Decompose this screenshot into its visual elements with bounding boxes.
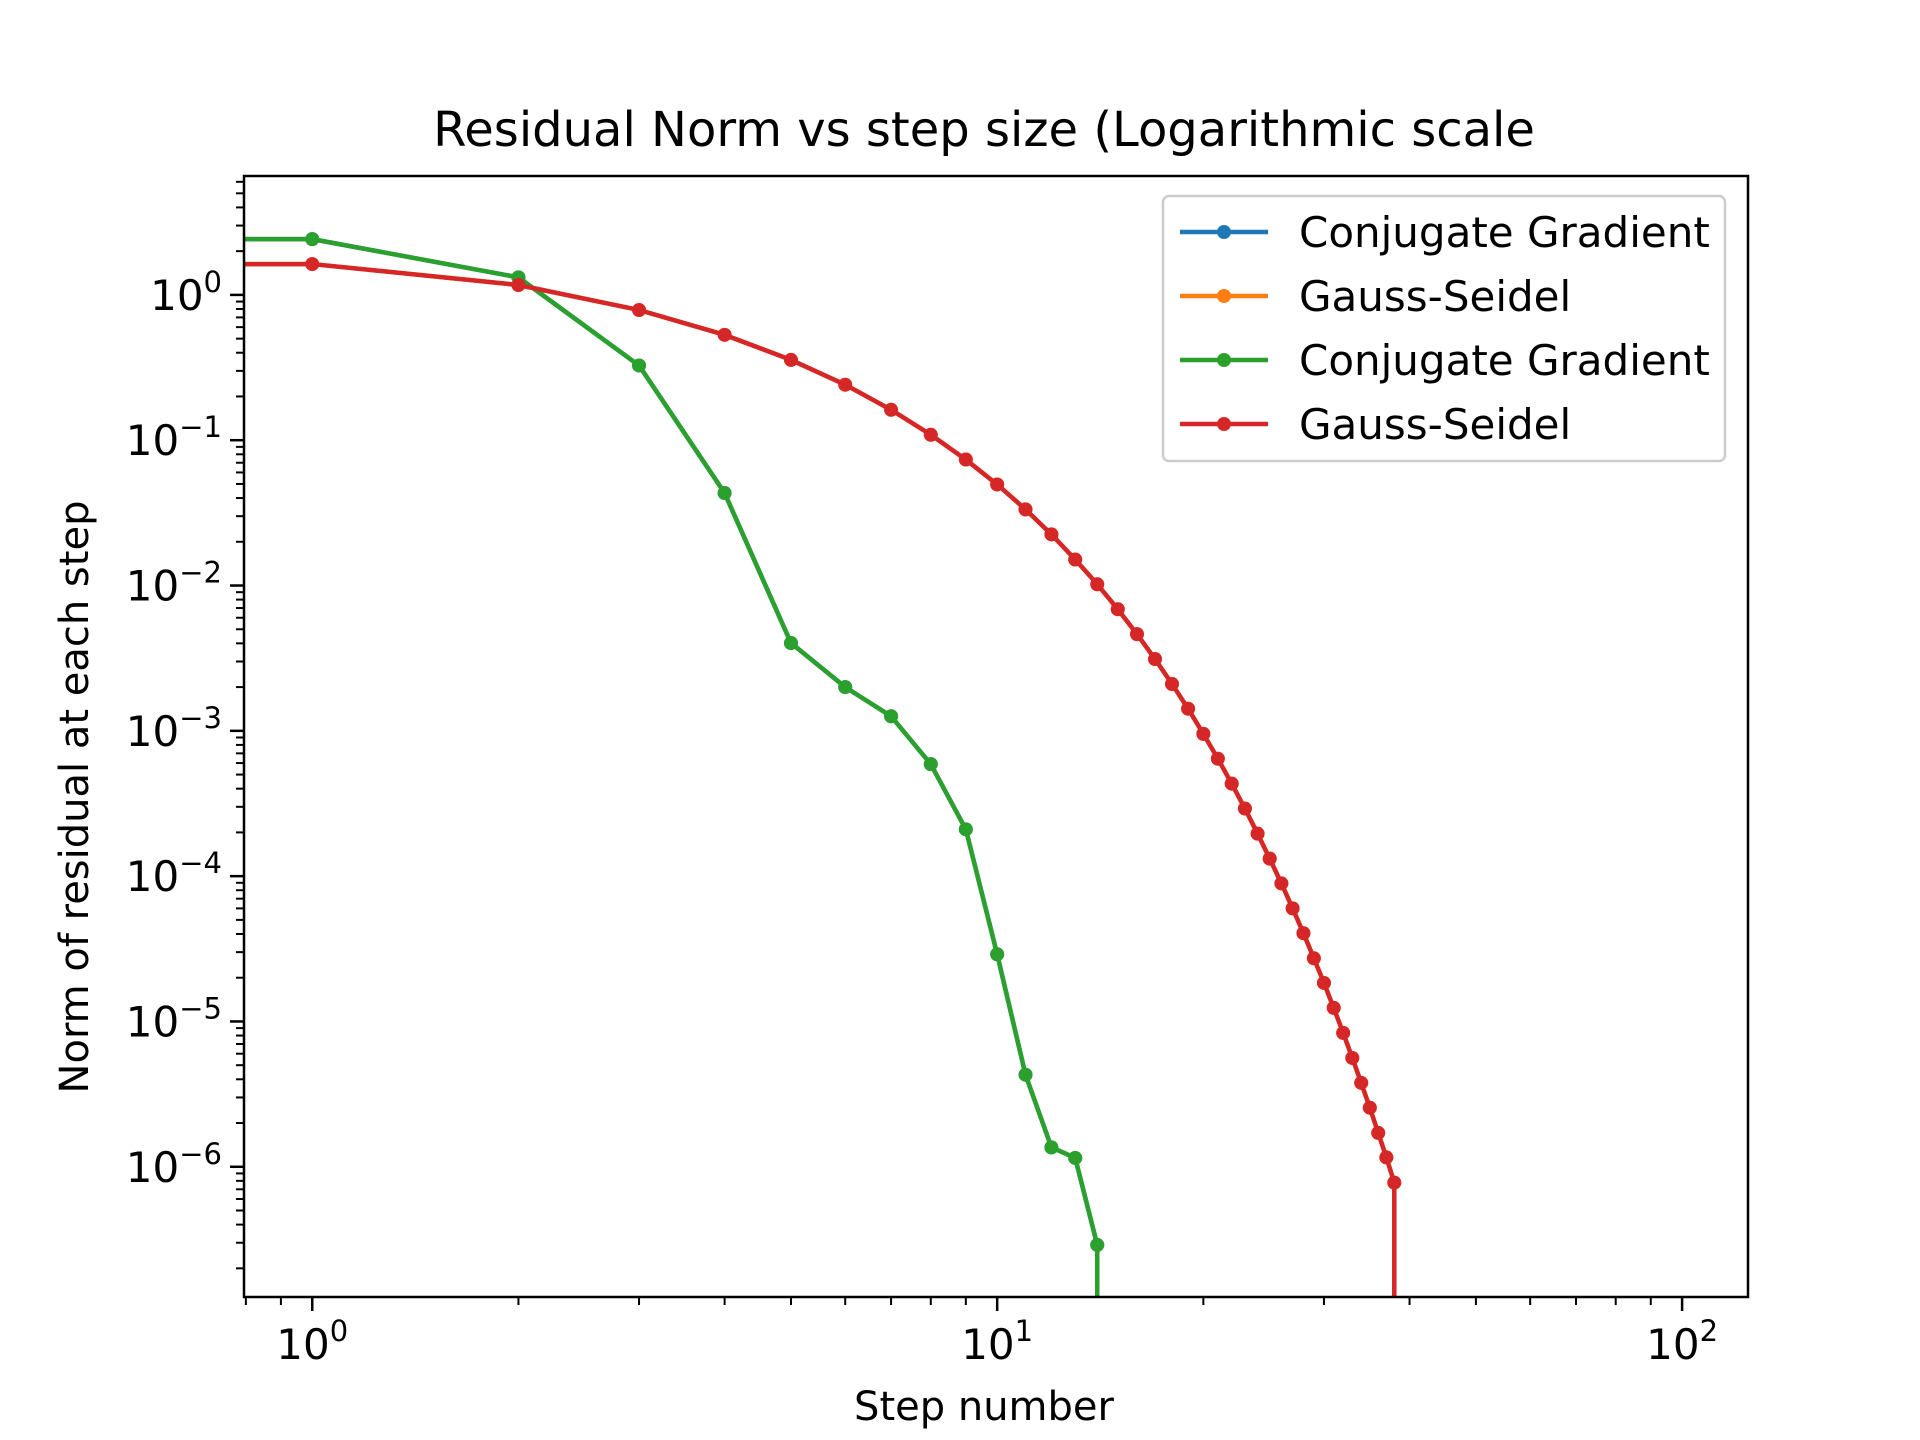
- legend-marker: [1217, 417, 1231, 431]
- data-point: [1354, 1075, 1369, 1090]
- data-point: [305, 232, 320, 247]
- data-point: [1262, 851, 1277, 866]
- data-point: [1296, 926, 1311, 941]
- y-tick-label: 10−2: [126, 556, 222, 611]
- y-tick-label: 10−4: [126, 846, 222, 901]
- data-point: [1090, 577, 1105, 592]
- data-point: [1306, 951, 1321, 966]
- data-point: [958, 822, 973, 837]
- data-point: [1196, 726, 1211, 741]
- y-axis-label: Norm of residual at each step: [52, 501, 98, 1094]
- data-point: [1326, 1000, 1341, 1015]
- legend-label: Conjugate Gradient: [1299, 336, 1710, 385]
- data-point: [923, 757, 938, 772]
- chart-title: Residual Norm vs step size (Logarithmic …: [433, 102, 1535, 158]
- data-point: [1181, 701, 1196, 716]
- data-point: [838, 680, 853, 695]
- data-point: [1336, 1025, 1351, 1040]
- data-point: [958, 452, 973, 467]
- y-tick-label: 10−6: [126, 1137, 222, 1192]
- data-point: [1129, 627, 1144, 642]
- series-3: [244, 257, 1402, 1297]
- data-point: [1345, 1050, 1360, 1065]
- data-point: [884, 709, 899, 724]
- y-tick-label: 10−3: [126, 701, 222, 756]
- data-point: [1379, 1150, 1394, 1165]
- series-2: [244, 232, 1105, 1297]
- data-point: [511, 277, 526, 292]
- data-point: [1371, 1125, 1386, 1140]
- axis-ticks: 100 101 102 100 10−1 10−2 10−3 10−4 10−5 10−6: [126, 180, 1718, 1369]
- data-point: [1110, 602, 1125, 617]
- data-point: [1044, 1140, 1059, 1155]
- data-point: [990, 477, 1005, 492]
- legend-label: Conjugate Gradient: [1299, 208, 1710, 257]
- data-point: [990, 947, 1005, 962]
- data-point: [1362, 1100, 1377, 1115]
- x-tick-label: 102: [1646, 1314, 1718, 1369]
- legend: Conjugate Gradient Gauss-Seidel Conjugate …: [1161, 194, 1727, 463]
- data-point: [1316, 975, 1331, 990]
- data-point: [1224, 776, 1239, 791]
- data-point: [1018, 502, 1033, 517]
- data-point: [1210, 751, 1225, 766]
- data-point: [1165, 677, 1180, 692]
- legend-marker: [1217, 225, 1231, 239]
- data-point: [1387, 1175, 1402, 1190]
- data-point: [1068, 1150, 1083, 1165]
- legend-marker: [1217, 289, 1231, 303]
- data-point: [632, 358, 647, 373]
- plot-lines: [244, 232, 1402, 1297]
- data-point: [717, 486, 732, 501]
- y-tick-label: 100: [150, 265, 222, 320]
- data-point: [1068, 552, 1083, 567]
- data-point: [783, 352, 798, 367]
- data-point: [1044, 527, 1059, 542]
- legend-box: [1161, 194, 1727, 463]
- legend-label: Gauss-Seidel: [1299, 272, 1571, 321]
- series-line: [244, 261, 1397, 1297]
- series-line: [244, 236, 1100, 1297]
- data-point: [1090, 1237, 1105, 1252]
- data-point: [1237, 801, 1252, 816]
- x-tick-label: 100: [276, 1314, 348, 1369]
- plot-frame: [242, 174, 1750, 1299]
- data-point: [305, 257, 320, 272]
- legend-label: Gauss-Seidel: [1299, 400, 1571, 449]
- data-point: [632, 303, 647, 318]
- data-point: [1250, 826, 1265, 841]
- data-point: [1018, 1067, 1033, 1082]
- data-point: [884, 402, 899, 417]
- y-tick-label: 10−5: [126, 991, 222, 1046]
- data-point: [838, 377, 853, 392]
- y-tick-label: 10−1: [126, 410, 222, 465]
- data-point: [1148, 652, 1163, 667]
- x-axis-label: Step number: [854, 1384, 1114, 1430]
- data-point: [1285, 901, 1300, 916]
- x-tick-label: 101: [961, 1314, 1033, 1369]
- data-point: [717, 327, 732, 342]
- data-point: [783, 636, 798, 651]
- data-point: [1274, 876, 1289, 891]
- data-point: [923, 427, 938, 442]
- legend-marker: [1217, 353, 1231, 367]
